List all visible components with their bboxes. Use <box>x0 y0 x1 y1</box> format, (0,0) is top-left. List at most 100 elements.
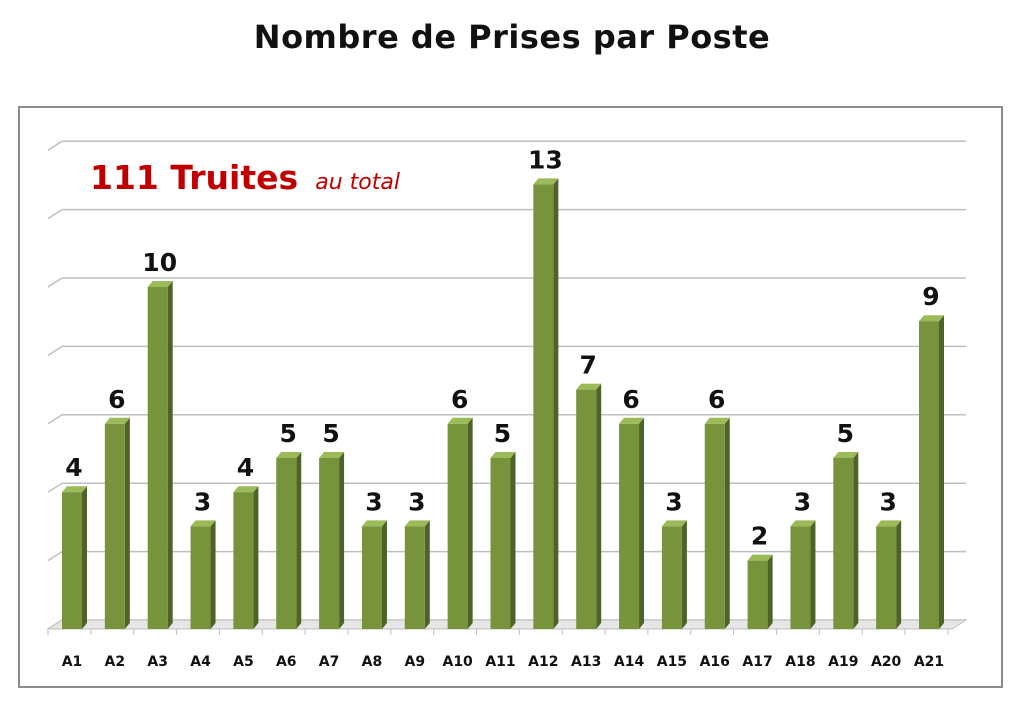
value-label: 3 <box>365 487 382 516</box>
category-label: A8 <box>362 654 383 670</box>
bar-A12 <box>533 178 559 629</box>
bar <box>661 526 682 629</box>
bar-A16 <box>704 417 730 629</box>
bar <box>919 321 939 629</box>
value-label: 13 <box>528 145 563 174</box>
bar-A17 <box>747 554 773 629</box>
bar-top <box>747 554 773 561</box>
bar-top <box>404 520 430 527</box>
bar-top <box>447 417 473 424</box>
category-label: A7 <box>319 654 340 670</box>
value-label: 5 <box>837 419 854 448</box>
category-label: A6 <box>276 654 297 670</box>
bar-side <box>124 417 130 629</box>
category-label: A20 <box>871 654 902 670</box>
category-label: A10 <box>442 654 473 670</box>
value-label: 5 <box>280 419 297 448</box>
bar <box>619 423 640 629</box>
gridline-side <box>47 277 63 288</box>
category-label: A21 <box>914 654 944 670</box>
bar-A9 <box>404 520 430 629</box>
category-label: A15 <box>657 654 687 670</box>
bar-top <box>619 417 645 424</box>
category-label: A17 <box>742 654 772 670</box>
bar-A5 <box>233 486 259 629</box>
gridline-side <box>47 550 63 562</box>
category-label: A9 <box>405 654 426 670</box>
bar <box>147 287 168 629</box>
bar <box>490 458 511 629</box>
gridline-side <box>47 140 63 151</box>
bar <box>233 492 254 629</box>
bar-A10 <box>447 417 473 629</box>
bar <box>747 560 768 629</box>
bar-top <box>104 417 130 424</box>
bar-side <box>253 486 259 629</box>
bar-side <box>210 520 216 629</box>
value-label: 6 <box>708 385 725 414</box>
bar <box>190 526 211 629</box>
bar-A6 <box>276 452 302 629</box>
gridline-side <box>47 482 63 493</box>
bar <box>576 389 597 629</box>
bar-A2 <box>104 417 130 629</box>
bar-side <box>467 417 473 629</box>
category-label: A16 <box>700 654 730 670</box>
bar <box>790 526 811 629</box>
value-label: 5 <box>494 419 511 448</box>
bar <box>533 184 554 629</box>
value-label: 6 <box>622 385 639 414</box>
bar <box>876 526 897 629</box>
bar-top <box>276 452 302 458</box>
bar-side <box>424 520 430 629</box>
value-label: 4 <box>65 453 82 482</box>
bar-top <box>361 520 387 527</box>
bar-top <box>876 520 902 527</box>
bar-side <box>853 452 859 629</box>
bar-A14 <box>619 417 645 629</box>
bar-A20 <box>876 520 902 629</box>
value-label: 3 <box>794 487 811 516</box>
bar <box>833 458 854 629</box>
category-label: A11 <box>485 654 515 670</box>
category-label: A3 <box>147 654 168 670</box>
bar-A13 <box>576 383 602 629</box>
value-label: 10 <box>142 248 177 277</box>
bar-A4 <box>190 520 216 629</box>
bar-side <box>596 383 602 629</box>
bar-A19 <box>833 452 859 629</box>
bar-side <box>553 178 559 629</box>
bar-side <box>896 520 902 629</box>
bar-top <box>576 383 602 390</box>
bar-side <box>767 554 773 629</box>
category-label: A5 <box>233 654 254 670</box>
bars <box>62 178 944 629</box>
bar-A8 <box>361 520 387 629</box>
total-annotation: 111 Truites au total <box>90 158 400 197</box>
value-label: 3 <box>665 487 682 516</box>
value-label: 3 <box>408 487 425 516</box>
value-label: 9 <box>922 282 939 311</box>
bar-top <box>190 520 216 527</box>
bar-side <box>681 520 687 629</box>
bar <box>361 526 382 629</box>
total-annotation-sub: au total <box>315 170 400 195</box>
category-label: A13 <box>571 654 601 670</box>
bar-top <box>490 452 516 458</box>
value-label: 3 <box>879 487 896 516</box>
chart-title: Nombre de Prises par Poste <box>253 18 771 56</box>
bar-top <box>704 417 730 424</box>
bar-side <box>167 281 173 629</box>
bar-top <box>147 281 173 287</box>
bar-A1 <box>62 486 87 629</box>
bar <box>104 423 125 629</box>
bar <box>447 423 468 629</box>
bar-A11 <box>490 452 516 629</box>
bar-side <box>82 486 87 629</box>
bar <box>319 458 340 629</box>
bar <box>404 526 425 629</box>
value-label: 7 <box>579 351 596 380</box>
bar-side <box>510 452 516 629</box>
